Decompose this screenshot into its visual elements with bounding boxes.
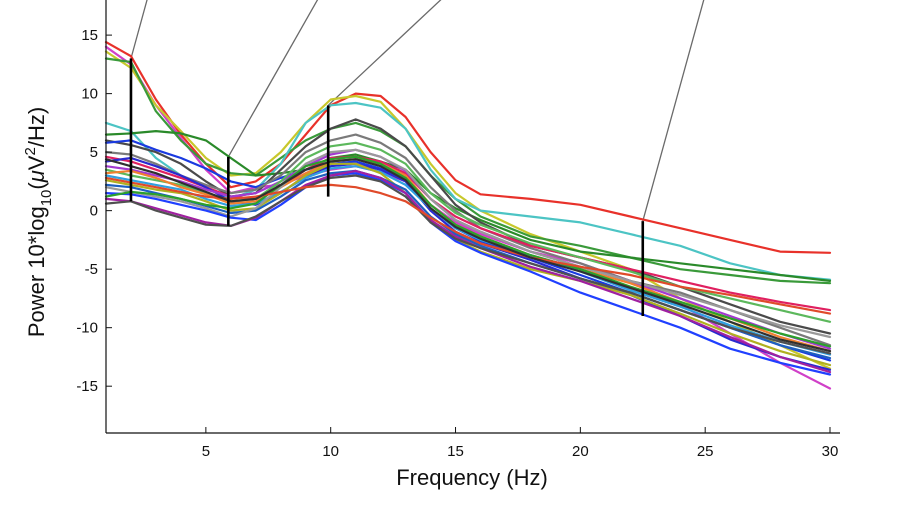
x-tick-label: 20: [572, 443, 589, 460]
y-label-log-base: 10: [38, 190, 55, 207]
ticks: 5 10 15 20 25 30 15 10 5 0 -5 -10 -15: [76, 27, 838, 460]
y-tick-label: 15: [81, 27, 98, 44]
y-tick-label: -15: [76, 378, 98, 395]
spectrum-line-24: [104, 158, 832, 353]
y-label-mu: μ: [24, 170, 49, 183]
y-tick-label: 0: [90, 203, 98, 220]
axes: [105, 0, 840, 434]
y-label-squared: 2: [22, 147, 39, 155]
spectrum-line-13: [104, 141, 832, 323]
y-label-suffix: /Hz): [24, 107, 49, 147]
callout-line: [327, 0, 442, 106]
spectrum-line-23: [104, 176, 832, 315]
spectrum-line-21: [104, 174, 832, 355]
frequency-markers: [129, 58, 645, 316]
x-axis-label: Frequency (Hz): [396, 465, 548, 490]
x-tick-label: 15: [447, 443, 464, 460]
spectrum-line-16: [104, 162, 832, 367]
power-spectra-lines: [104, 41, 832, 390]
y-label-prefix: Power 10*log: [24, 206, 49, 337]
spectrum-line-22: [104, 155, 832, 348]
spectrum-line-19: [104, 172, 832, 376]
callout-line: [227, 0, 319, 158]
spectrum-line-18: [104, 148, 832, 339]
spectrum-line-1: [104, 41, 832, 254]
callout-line: [642, 0, 705, 222]
y-axis-label: Power 10*log10(μV2/Hz): [22, 107, 55, 337]
spectrum-line-20: [104, 169, 832, 374]
y-label-open-paren: (: [24, 182, 49, 190]
callout-line: [130, 0, 148, 59]
y-tick-label: -10: [76, 320, 98, 337]
y-label-volt: V: [24, 155, 49, 170]
y-tick-label: 10: [81, 86, 98, 103]
x-tick-label: 5: [202, 443, 210, 460]
y-tick-label: -5: [85, 261, 98, 278]
callout-lines: [130, 0, 705, 222]
spectrum-line-4: [104, 57, 832, 285]
y-tick-label: 5: [90, 144, 98, 161]
spectrum-line-7: [104, 118, 832, 335]
x-tick-label: 10: [322, 443, 339, 460]
x-tick-label: 30: [822, 443, 839, 460]
x-tick-label: 25: [697, 443, 714, 460]
